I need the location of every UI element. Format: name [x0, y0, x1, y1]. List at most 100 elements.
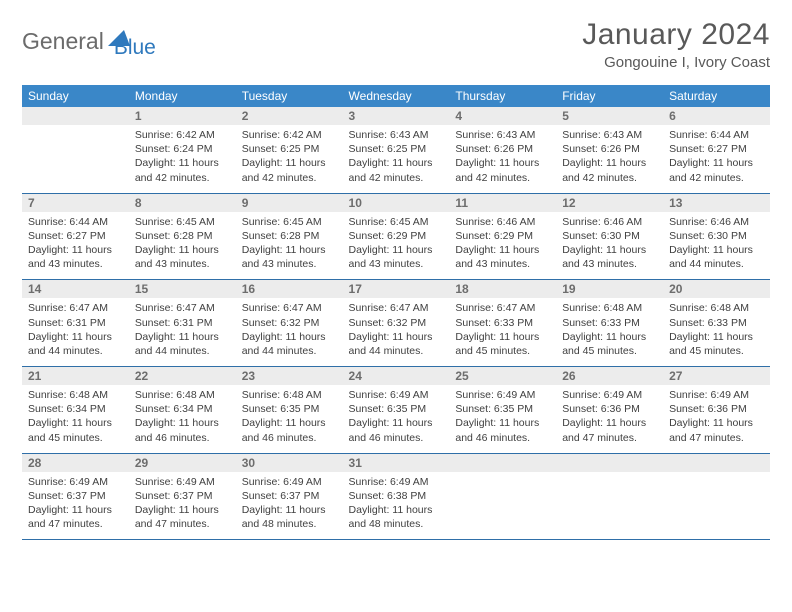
day-number: 10 [343, 194, 450, 212]
day-body: Sunrise: 6:46 AMSunset: 6:30 PMDaylight:… [663, 212, 770, 280]
day-header: Friday [556, 85, 663, 107]
sunset-text: Sunset: 6:28 PM [242, 229, 337, 243]
day-cell: 26Sunrise: 6:49 AMSunset: 6:36 PMDayligh… [556, 367, 663, 454]
day-header: Monday [129, 85, 236, 107]
daylight-text: and 45 minutes. [669, 344, 764, 358]
day-cell: 8Sunrise: 6:45 AMSunset: 6:28 PMDaylight… [129, 193, 236, 280]
day-body: Sunrise: 6:47 AMSunset: 6:32 PMDaylight:… [236, 298, 343, 366]
daylight-text: Daylight: 11 hours [562, 156, 657, 170]
day-body: Sunrise: 6:49 AMSunset: 6:35 PMDaylight:… [449, 385, 556, 453]
week-row: 14Sunrise: 6:47 AMSunset: 6:31 PMDayligh… [22, 280, 770, 367]
day-body [663, 472, 770, 534]
day-number [449, 454, 556, 472]
day-number: 5 [556, 107, 663, 125]
month-title: January 2024 [582, 18, 770, 52]
sunset-text: Sunset: 6:25 PM [242, 142, 337, 156]
day-body: Sunrise: 6:49 AMSunset: 6:37 PMDaylight:… [236, 472, 343, 540]
daylight-text: and 43 minutes. [562, 257, 657, 271]
day-cell: 11Sunrise: 6:46 AMSunset: 6:29 PMDayligh… [449, 193, 556, 280]
day-cell: 13Sunrise: 6:46 AMSunset: 6:30 PMDayligh… [663, 193, 770, 280]
day-number: 6 [663, 107, 770, 125]
sunset-text: Sunset: 6:31 PM [28, 316, 123, 330]
daylight-text: Daylight: 11 hours [135, 243, 230, 257]
daylight-text: and 42 minutes. [349, 171, 444, 185]
daylight-text: Daylight: 11 hours [455, 330, 550, 344]
sunrise-text: Sunrise: 6:42 AM [135, 128, 230, 142]
day-number: 22 [129, 367, 236, 385]
day-number: 13 [663, 194, 770, 212]
day-number: 29 [129, 454, 236, 472]
day-number: 7 [22, 194, 129, 212]
daylight-text: and 46 minutes. [349, 431, 444, 445]
week-row: 21Sunrise: 6:48 AMSunset: 6:34 PMDayligh… [22, 367, 770, 454]
sunset-text: Sunset: 6:27 PM [28, 229, 123, 243]
sunrise-text: Sunrise: 6:49 AM [455, 388, 550, 402]
day-number: 27 [663, 367, 770, 385]
day-body: Sunrise: 6:49 AMSunset: 6:37 PMDaylight:… [22, 472, 129, 540]
sunset-text: Sunset: 6:27 PM [669, 142, 764, 156]
daylight-text: Daylight: 11 hours [669, 330, 764, 344]
day-body: Sunrise: 6:48 AMSunset: 6:33 PMDaylight:… [663, 298, 770, 366]
daylight-text: and 46 minutes. [455, 431, 550, 445]
daylight-text: and 44 minutes. [669, 257, 764, 271]
day-number: 21 [22, 367, 129, 385]
sunrise-text: Sunrise: 6:48 AM [28, 388, 123, 402]
daylight-text: and 45 minutes. [562, 344, 657, 358]
day-body: Sunrise: 6:43 AMSunset: 6:25 PMDaylight:… [343, 125, 450, 193]
day-cell: 9Sunrise: 6:45 AMSunset: 6:28 PMDaylight… [236, 193, 343, 280]
sunrise-text: Sunrise: 6:46 AM [669, 215, 764, 229]
sunset-text: Sunset: 6:33 PM [562, 316, 657, 330]
daylight-text: Daylight: 11 hours [562, 416, 657, 430]
calendar-body: 1Sunrise: 6:42 AMSunset: 6:24 PMDaylight… [22, 107, 770, 540]
daylight-text: and 48 minutes. [349, 517, 444, 531]
day-number: 1 [129, 107, 236, 125]
day-body [449, 472, 556, 534]
sunrise-text: Sunrise: 6:49 AM [242, 475, 337, 489]
title-block: January 2024 Gongouine I, Ivory Coast [582, 18, 770, 71]
day-number: 18 [449, 280, 556, 298]
day-body: Sunrise: 6:43 AMSunset: 6:26 PMDaylight:… [556, 125, 663, 193]
daylight-text: Daylight: 11 hours [135, 503, 230, 517]
daylight-text: and 48 minutes. [242, 517, 337, 531]
sunrise-text: Sunrise: 6:49 AM [669, 388, 764, 402]
sunrise-text: Sunrise: 6:49 AM [349, 388, 444, 402]
sunrise-text: Sunrise: 6:47 AM [455, 301, 550, 315]
day-number: 9 [236, 194, 343, 212]
day-number: 19 [556, 280, 663, 298]
day-header: Saturday [663, 85, 770, 107]
sunset-text: Sunset: 6:33 PM [669, 316, 764, 330]
day-cell: 29Sunrise: 6:49 AMSunset: 6:37 PMDayligh… [129, 453, 236, 540]
day-body: Sunrise: 6:48 AMSunset: 6:34 PMDaylight:… [22, 385, 129, 453]
daylight-text: Daylight: 11 hours [28, 330, 123, 344]
day-header-row: SundayMondayTuesdayWednesdayThursdayFrid… [22, 85, 770, 107]
sunrise-text: Sunrise: 6:47 AM [349, 301, 444, 315]
daylight-text: and 47 minutes. [562, 431, 657, 445]
daylight-text: and 46 minutes. [135, 431, 230, 445]
day-number: 15 [129, 280, 236, 298]
day-body: Sunrise: 6:47 AMSunset: 6:33 PMDaylight:… [449, 298, 556, 366]
daylight-text: Daylight: 11 hours [242, 156, 337, 170]
day-body: Sunrise: 6:48 AMSunset: 6:35 PMDaylight:… [236, 385, 343, 453]
day-cell [22, 107, 129, 193]
daylight-text: and 42 minutes. [135, 171, 230, 185]
daylight-text: Daylight: 11 hours [669, 156, 764, 170]
daylight-text: Daylight: 11 hours [349, 243, 444, 257]
day-number: 4 [449, 107, 556, 125]
sunset-text: Sunset: 6:38 PM [349, 489, 444, 503]
daylight-text: Daylight: 11 hours [135, 330, 230, 344]
sunrise-text: Sunrise: 6:49 AM [135, 475, 230, 489]
daylight-text: Daylight: 11 hours [455, 416, 550, 430]
daylight-text: Daylight: 11 hours [455, 156, 550, 170]
day-cell: 18Sunrise: 6:47 AMSunset: 6:33 PMDayligh… [449, 280, 556, 367]
day-body: Sunrise: 6:49 AMSunset: 6:38 PMDaylight:… [343, 472, 450, 540]
day-number: 26 [556, 367, 663, 385]
daylight-text: Daylight: 11 hours [349, 416, 444, 430]
daylight-text: Daylight: 11 hours [455, 243, 550, 257]
day-header: Thursday [449, 85, 556, 107]
sunrise-text: Sunrise: 6:48 AM [242, 388, 337, 402]
daylight-text: and 47 minutes. [28, 517, 123, 531]
daylight-text: Daylight: 11 hours [669, 416, 764, 430]
sunrise-text: Sunrise: 6:42 AM [242, 128, 337, 142]
sunrise-text: Sunrise: 6:49 AM [562, 388, 657, 402]
sunrise-text: Sunrise: 6:48 AM [669, 301, 764, 315]
